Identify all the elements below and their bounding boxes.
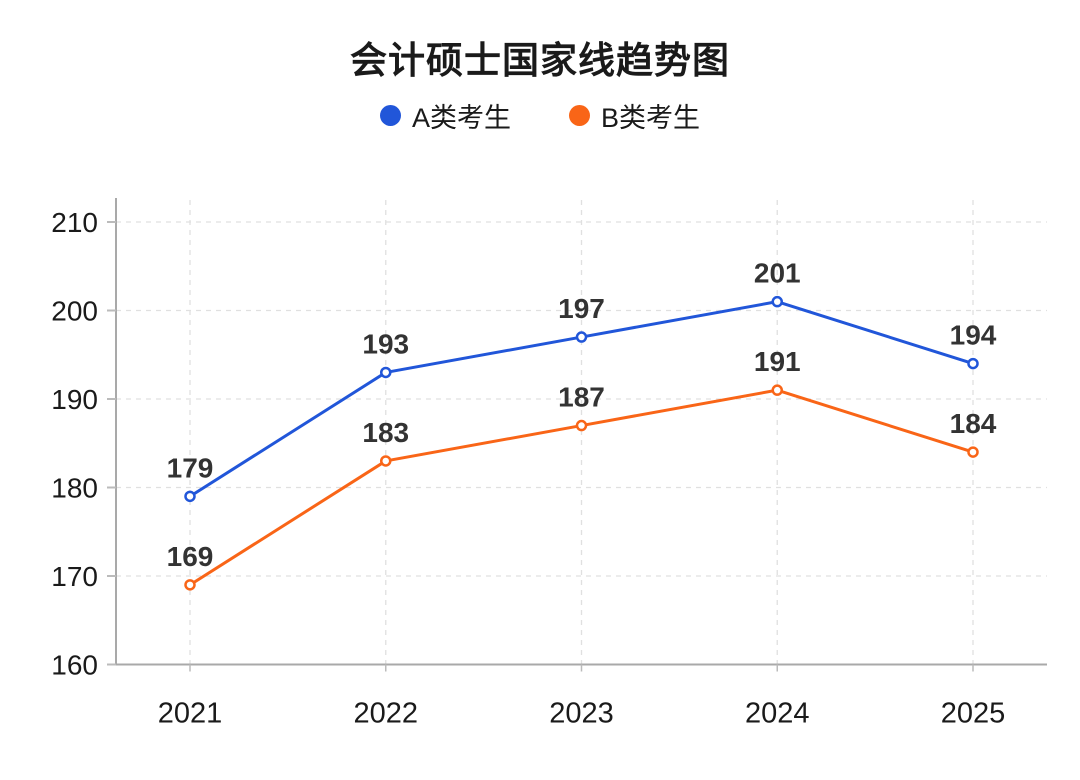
series-1-value-label: 191 (754, 346, 801, 377)
series-0-point (184, 490, 196, 503)
series-0-value-label: 201 (754, 258, 801, 289)
x-axis-label: 2024 (745, 698, 810, 730)
y-axis-label: 200 (51, 296, 98, 327)
y-axis-label: 180 (51, 473, 98, 504)
legend-item-b[interactable]: B类考生 (569, 96, 700, 135)
series-1-value-label: 183 (362, 417, 409, 448)
series-1-value-label: 169 (167, 541, 214, 572)
series-0-value-label: 193 (362, 328, 409, 359)
chart-title: 会计硕士国家线趋势图 (350, 40, 730, 81)
x-axis-label: 2022 (353, 698, 418, 730)
series-0-point (967, 357, 979, 370)
series-1-value-label: 184 (950, 408, 997, 439)
x-axis-label: 2023 (549, 698, 614, 730)
series-0-point (575, 331, 588, 343)
series-0-point (380, 366, 392, 379)
series-0-value-label: 179 (167, 452, 214, 483)
y-axis-label: 160 (51, 650, 98, 681)
legend-marker-a-icon (379, 105, 401, 126)
series-1-point (967, 446, 979, 458)
series-0-value-label: 194 (950, 320, 997, 351)
legend-item-a[interactable]: A类考生 (379, 96, 511, 135)
series-1-point (771, 384, 783, 396)
x-axis-label: 2021 (158, 698, 223, 730)
series-1-point (184, 579, 196, 591)
series-1-point (575, 419, 588, 432)
series-0-value-label: 197 (558, 293, 605, 324)
chart-legend: A类考生 B类考生 (0, 96, 1080, 135)
x-axis-label: 2025 (941, 698, 1006, 730)
series-1-value-label: 187 (558, 382, 605, 413)
legend-label-b: B类考生 (601, 103, 701, 133)
y-axis-label: 190 (51, 384, 98, 415)
legend-marker-b-icon (569, 105, 590, 126)
legend-label-a: A类考生 (411, 103, 511, 133)
series-1-point (380, 455, 392, 467)
y-axis-label: 170 (51, 561, 98, 592)
y-axis-label: 210 (51, 207, 98, 238)
series-0-point (771, 295, 783, 308)
